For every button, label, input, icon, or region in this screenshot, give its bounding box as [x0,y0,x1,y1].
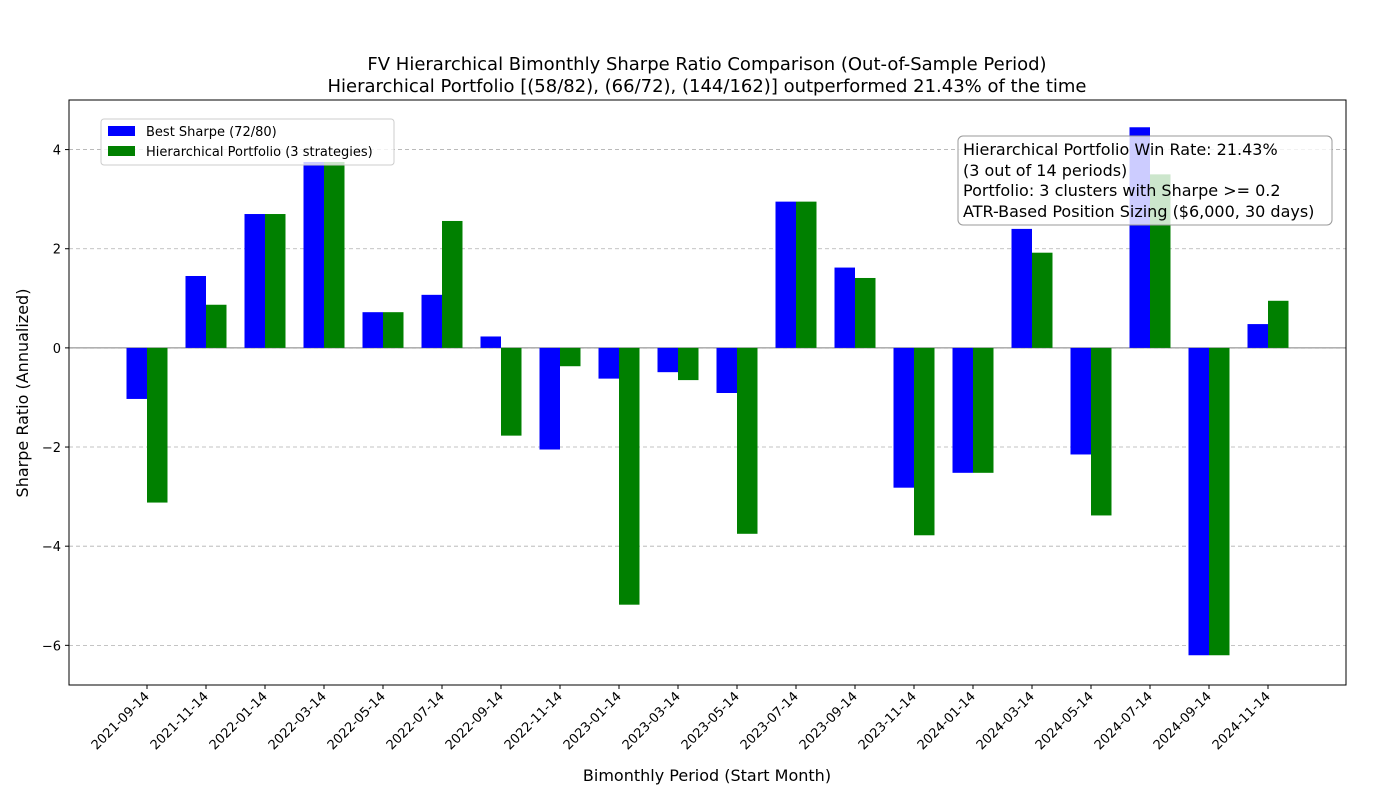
x-ticks: 2021-09-142021-11-142022-01-142022-03-14… [89,685,1274,753]
bar-best-sharpe-2023-07-14 [775,201,796,348]
y-tick-label: 0 [53,342,61,357]
bar-best-sharpe-2024-01-14 [952,347,973,473]
info-line-sizing: ATR-Based Position Sizing ($6,000, 30 da… [963,202,1314,221]
bar-hierarchical-2022-01-14 [265,214,286,348]
plot-frame [68,99,1347,686]
bars [126,127,1289,656]
y-tick-label: −2 [42,441,61,456]
info-box-frame [957,135,1333,226]
x-tick-label: 2022-07-14 [384,689,448,753]
legend-box [100,118,395,166]
x-tick-label: 2021-11-14 [148,689,212,753]
bar-best-sharpe-2024-09-14 [1188,347,1209,656]
bar-hierarchical-2022-09-14 [501,347,522,436]
x-tick-label: 2024-11-14 [1210,689,1274,753]
info-box: Hierarchical Portfolio Win Rate: 21.43% … [957,135,1333,226]
bar-hierarchical-2023-11-14 [914,347,935,536]
bar-best-sharpe-2022-11-14 [539,347,560,450]
bar-best-sharpe-2023-01-14 [598,347,619,379]
chart-subtitle: Hierarchical Portfolio [(58/82), (66/72)… [327,76,1086,97]
bar-hierarchical-2024-03-14 [1032,252,1053,348]
y-tick-label: −4 [42,540,61,555]
legend-label-best-sharpe: Best Sharpe (72/80) [146,125,277,140]
bar-best-sharpe-2022-01-14 [244,214,265,348]
bar-hierarchical-2024-09-14 [1209,347,1230,656]
legend-label-hierarchical: Hierarchical Portfolio (3 strategies) [146,145,373,160]
legend-swatch-hierarchical [108,146,135,156]
bar-best-sharpe-2023-05-14 [716,347,737,393]
bar-best-sharpe-2022-05-14 [362,312,383,348]
bar-best-sharpe-2024-11-14 [1247,324,1268,348]
bar-best-sharpe-2022-07-14 [421,294,442,348]
x-tick-label: 2022-05-14 [325,689,389,753]
bar-hierarchical-2022-11-14 [560,347,581,367]
x-tick-label: 2023-01-14 [561,689,625,753]
x-tick-label: 2024-03-14 [974,689,1038,753]
bar-hierarchical-2022-03-14 [324,161,345,348]
bar-best-sharpe-2024-05-14 [1070,347,1091,455]
x-tick-label: 2023-03-14 [620,689,684,753]
x-tick-label: 2022-01-14 [207,689,271,753]
bar-hierarchical-2022-05-14 [383,312,404,348]
bar-best-sharpe-2022-09-14 [480,336,501,348]
x-tick-label: 2024-05-14 [1033,689,1097,753]
y-axis-label: Sharpe Ratio (Annualized) [13,289,32,498]
bar-hierarchical-2023-01-14 [619,347,640,605]
x-tick-label: 2024-01-14 [915,689,979,753]
bar-hierarchical-2022-07-14 [442,220,463,348]
bar-hierarchical-2021-11-14 [206,304,227,348]
bar-hierarchical-2023-09-14 [855,277,876,348]
x-tick-label: 2022-03-14 [266,689,330,753]
chart-title: FV Hierarchical Bimonthly Sharpe Ratio C… [367,54,1046,75]
bar-best-sharpe-2023-03-14 [657,347,678,373]
x-tick-label: 2022-09-14 [443,689,507,753]
x-tick-label: 2024-09-14 [1151,689,1215,753]
x-tick-label: 2024-07-14 [1092,689,1156,753]
bar-best-sharpe-2023-09-14 [834,267,855,348]
bar-hierarchical-2024-01-14 [973,347,994,473]
bar-hierarchical-2023-07-14 [796,201,817,348]
x-tick-label: 2023-09-14 [797,689,861,753]
bar-best-sharpe-2024-03-14 [1011,228,1032,348]
bar-best-sharpe-2021-11-14 [185,275,206,348]
bar-best-sharpe-2023-11-14 [893,347,914,488]
bar-best-sharpe-2021-09-14 [126,347,147,399]
bar-hierarchical-2024-05-14 [1091,347,1112,516]
y-tick-label: 4 [53,144,61,159]
info-line-portfolio: Portfolio: 3 clusters with Sharpe >= 0.2 [963,181,1281,200]
x-axis-label: Bimonthly Period (Start Month) [583,766,831,785]
bar-hierarchical-2024-11-14 [1268,300,1289,348]
y-ticks: −6 −4 −2 0 2 4 [42,144,69,654]
legend-swatch-best-sharpe [108,126,135,136]
bar-best-sharpe-2022-03-14 [303,161,324,348]
x-tick-label: 2022-11-14 [502,689,566,753]
x-tick-label: 2023-05-14 [679,689,743,753]
info-line-periods: (3 out of 14 periods) [963,161,1127,180]
x-tick-label: 2021-09-14 [89,689,153,753]
legend: Best Sharpe (72/80) Hierarchical Portfol… [100,118,395,166]
x-tick-label: 2023-07-14 [738,689,802,753]
bar-hierarchical-2023-05-14 [737,347,758,534]
info-line-win-rate: Hierarchical Portfolio Win Rate: 21.43% [963,140,1278,159]
y-tick-label: −6 [42,639,61,654]
x-tick-label: 2023-11-14 [856,689,920,753]
bar-hierarchical-2023-03-14 [678,347,699,381]
y-tick-label: 2 [53,243,61,258]
bar-hierarchical-2021-09-14 [147,347,168,503]
